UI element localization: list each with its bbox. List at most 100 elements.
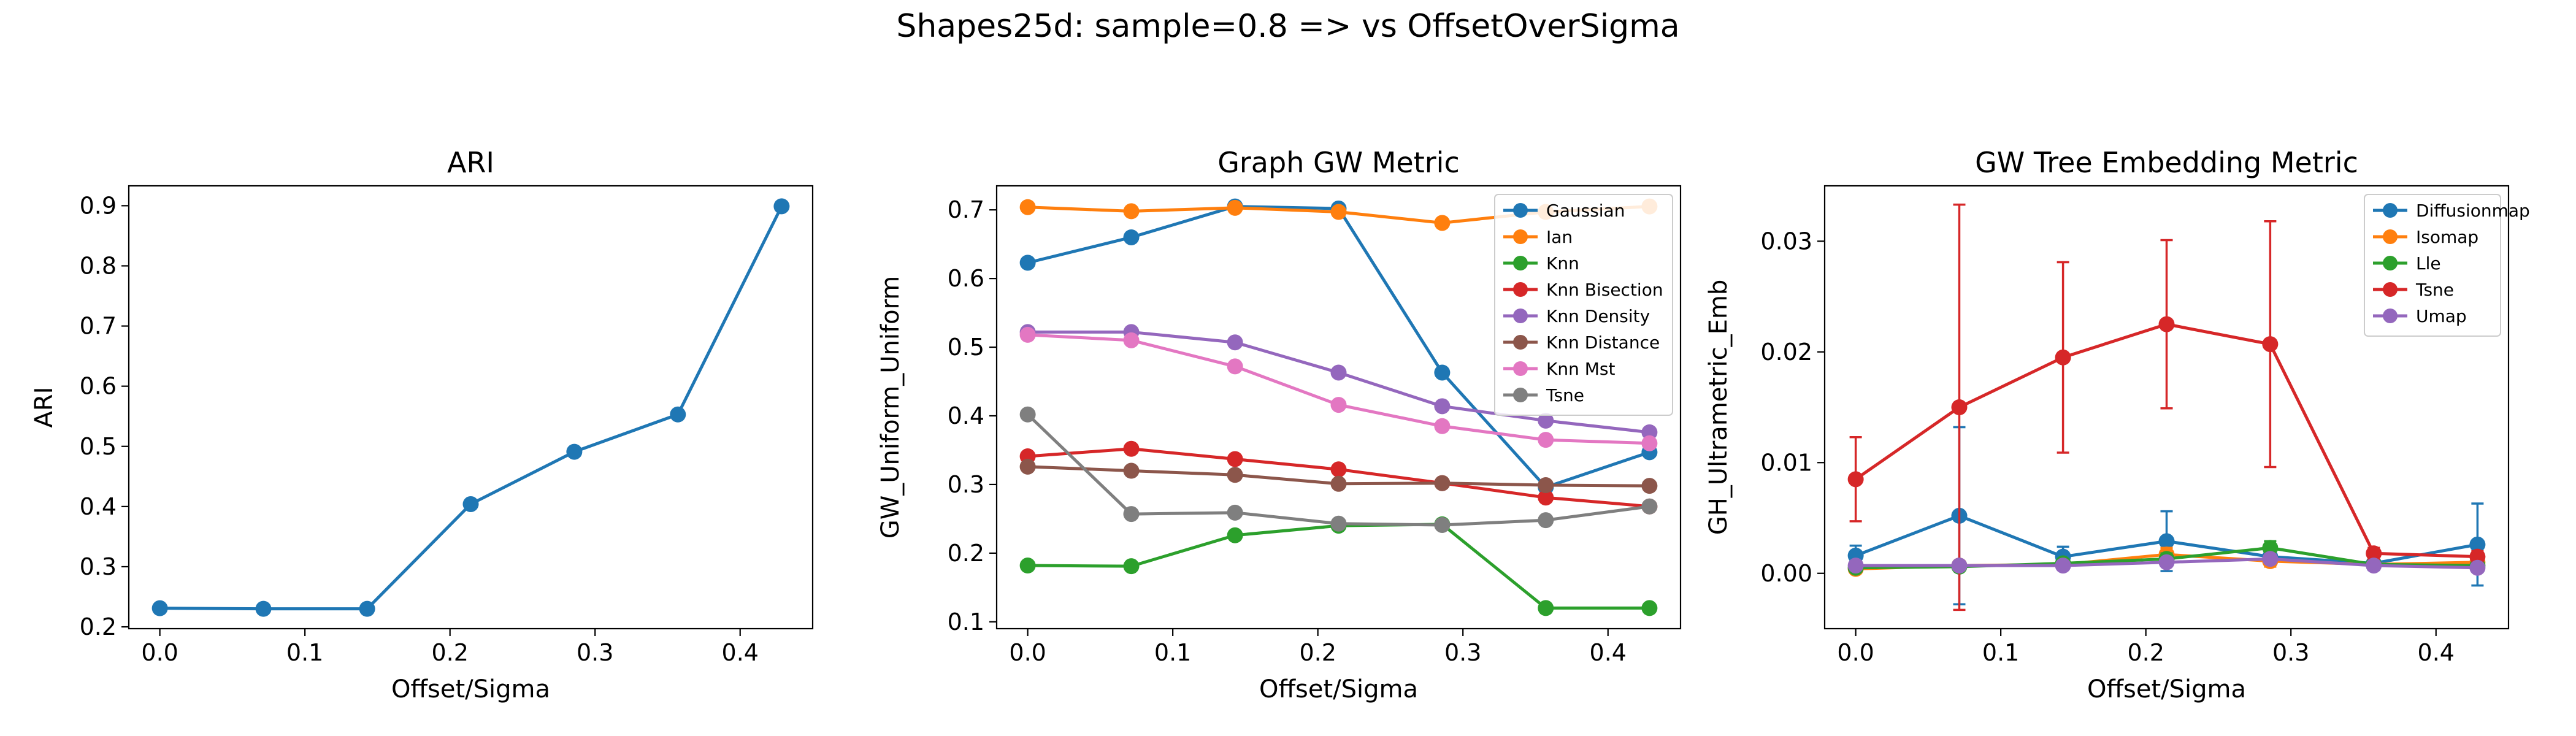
data-point [1123, 440, 1140, 457]
x-tick-label: 0.2 [1299, 639, 1336, 666]
data-point [1227, 358, 1243, 375]
data-point [1330, 475, 1347, 492]
data-point [1123, 506, 1140, 523]
data-point [1951, 399, 1968, 415]
legend-entry-label: Gaussian [1546, 201, 1625, 221]
data-point [1227, 527, 1243, 543]
legend-swatch-marker [2383, 203, 2398, 218]
data-point [1123, 229, 1140, 245]
legend-entry-label: Knn [1546, 253, 1579, 274]
x-tick-label: 0.0 [141, 639, 178, 666]
legend-entry-label: Tsne [2415, 280, 2454, 300]
series-tsne [1019, 406, 1658, 533]
data-point [1227, 199, 1243, 216]
legend-entry-label: Knn Distance [1546, 332, 1660, 353]
y-tick-label: 0.5 [80, 433, 117, 460]
series-knn-density [1019, 324, 1658, 440]
subplot-1: ARI 0.0 0.1 0.2 0.3 0.4 0.2 0.3 0.4 0.5 0.6 0.7 0.8 0… [30, 146, 814, 703]
x-tick-label: 0.3 [1444, 639, 1481, 666]
series-diffusionmap [1847, 426, 2486, 606]
x-tick-label: 0.1 [1154, 639, 1191, 666]
x-tick-label: 0.1 [1982, 639, 2019, 666]
legend-swatch-marker [1513, 229, 1528, 244]
data-point [1434, 215, 1451, 231]
legend-swatch-marker [1513, 282, 1528, 297]
x-tick-label: 0.4 [1590, 639, 1627, 666]
data-point [1227, 334, 1243, 351]
x-tick-label: 0.2 [2127, 639, 2164, 666]
y-tick-label: 0.7 [948, 196, 984, 223]
figure-title: Shapes25d: sample=0.8 => vs OffsetOverSi… [896, 8, 1679, 45]
legend-swatch-marker [1513, 361, 1528, 376]
data-point [151, 600, 168, 616]
legend-swatch-marker [1513, 256, 1528, 270]
data-point [2158, 316, 2175, 332]
legend-entry-label: Umap [2416, 306, 2467, 326]
y-tick-label: 0.03 [1760, 228, 1812, 255]
data-point [1019, 255, 1036, 271]
data-point [255, 600, 272, 617]
data-point [1019, 558, 1036, 574]
y-tick-label: 0.4 [948, 402, 984, 429]
subplot-title: ARI [447, 146, 494, 179]
y-tick-label: 0.2 [80, 613, 117, 640]
legend-swatch-marker [2383, 282, 2398, 297]
legend-entry-label: Tsne [1546, 385, 1584, 405]
data-point [2158, 533, 2175, 550]
subplot-title: Graph GW Metric [1217, 146, 1459, 179]
legend-entry-label: Knn Density [1546, 306, 1650, 326]
x-axis-label: Offset/Sigma [391, 675, 550, 703]
data-point [2469, 559, 2486, 576]
legend-entry-label: Ian [1546, 227, 1573, 247]
data-point [2055, 558, 2071, 574]
data-point [2469, 536, 2486, 553]
data-point [1641, 478, 1658, 494]
legend-swatch-marker [2383, 229, 2398, 244]
data-point [2262, 551, 2279, 567]
y-axis-label: GW_Uniform_Uniform [876, 276, 905, 539]
legend-swatch-marker [2383, 309, 2398, 323]
data-point [1641, 498, 1658, 515]
legend-frame [1494, 194, 1673, 416]
data-point [566, 443, 583, 460]
series-1 [151, 198, 790, 617]
data-point [1330, 364, 1347, 381]
data-point [1847, 471, 1864, 488]
data-point [2469, 548, 2486, 565]
plot-frame [128, 185, 814, 630]
data-point [2366, 558, 2382, 574]
data-point [1123, 462, 1140, 479]
data-point [1434, 475, 1451, 491]
legend-swatch-marker [2383, 256, 2398, 270]
data-point [1434, 364, 1451, 381]
legend-entry-label: Lle [2416, 253, 2441, 274]
data-point [1434, 516, 1451, 533]
legend-frame [2364, 194, 2501, 337]
y-tick-label: 0.01 [1760, 449, 1812, 476]
y-tick-label: 0.8 [80, 252, 117, 279]
y-tick-label: 0.4 [80, 493, 117, 520]
data-point [1538, 600, 1554, 616]
data-point [1538, 477, 1554, 494]
series-knn-mst [1019, 326, 1658, 451]
y-tick-label: 0.6 [80, 373, 117, 400]
data-point [2262, 540, 2279, 556]
legend-entry-label: Diffusionmap [2416, 201, 2530, 221]
series-line [159, 205, 783, 611]
data-point [1123, 203, 1140, 220]
data-point [1641, 435, 1658, 451]
data-point [1330, 515, 1347, 532]
x-tick-label: 0.4 [2418, 639, 2455, 666]
legend-swatch-marker [1513, 335, 1528, 350]
data-point [1123, 332, 1140, 348]
legend: Diffusionmap Isomap Lle Tsne Umap [2364, 194, 2530, 337]
legend-swatch-marker [1513, 388, 1528, 402]
data-point [1123, 558, 1140, 575]
y-tick-label: 0.3 [80, 553, 117, 580]
y-tick-label: 0.6 [948, 265, 984, 292]
y-tick-label: 0.02 [1760, 339, 1812, 366]
series-line [1027, 523, 1650, 610]
data-point [1227, 504, 1243, 521]
y-tick-label: 0.00 [1760, 560, 1812, 587]
